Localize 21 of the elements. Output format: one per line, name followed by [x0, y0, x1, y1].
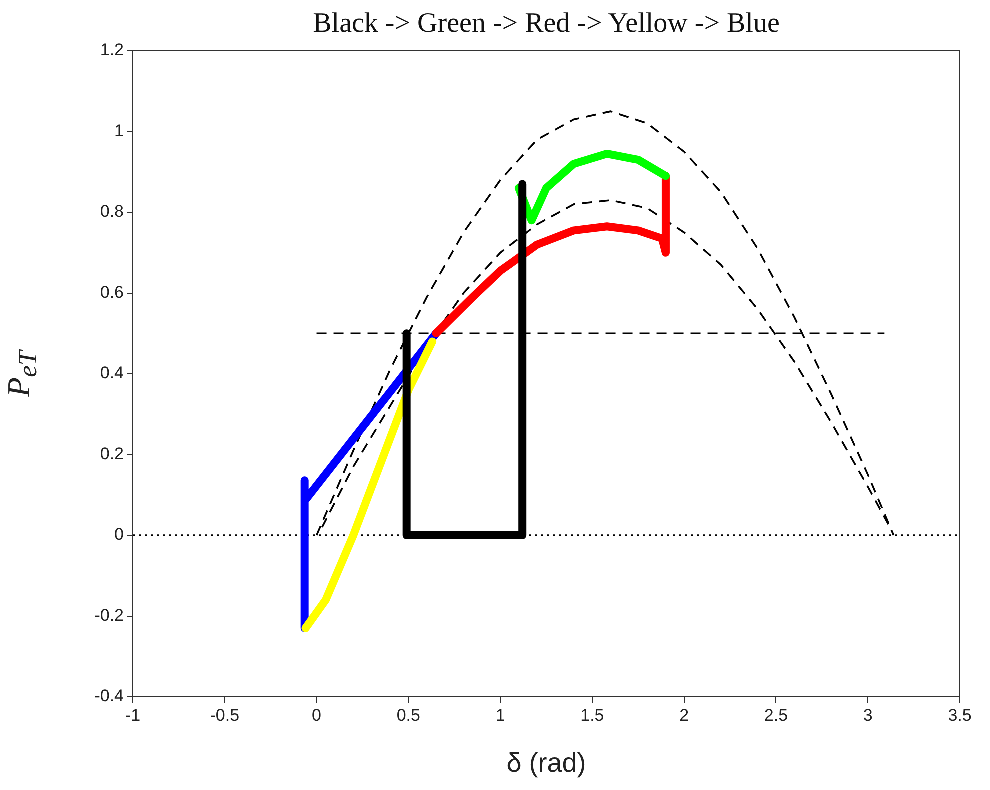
- x-tick-label: 3.5: [948, 706, 972, 725]
- x-tick-label: -1: [125, 706, 141, 725]
- x-tick-label: -0.5: [210, 706, 240, 725]
- x-tick-label: 0.5: [396, 706, 420, 725]
- y-tick-label: 0.8: [100, 202, 124, 222]
- x-tick-label: 1: [496, 706, 506, 725]
- y-tick-label: 1.2: [100, 40, 124, 60]
- x-tick-label: 1.5: [580, 706, 604, 725]
- y-tick-label: 1: [114, 121, 124, 140]
- y-tick-label: -0.4: [94, 686, 124, 706]
- chart-title: Black -> Green -> Red -> Yellow -> Blue: [312, 8, 781, 40]
- y-tick-label: 0.2: [100, 444, 124, 464]
- y-tick-label: 0: [114, 525, 124, 544]
- x-axis-title: δ (rad): [506, 748, 588, 779]
- y-tick-label: -0.2: [94, 606, 124, 625]
- x-tick-label: 2.5: [764, 706, 788, 725]
- x-tick-label: 3: [863, 706, 873, 725]
- x-tick-label: 0: [312, 706, 322, 725]
- x-tick-label: 2: [680, 706, 690, 725]
- y-tick-label: 0.4: [100, 364, 124, 383]
- y-tick-label: 0.6: [100, 282, 124, 302]
